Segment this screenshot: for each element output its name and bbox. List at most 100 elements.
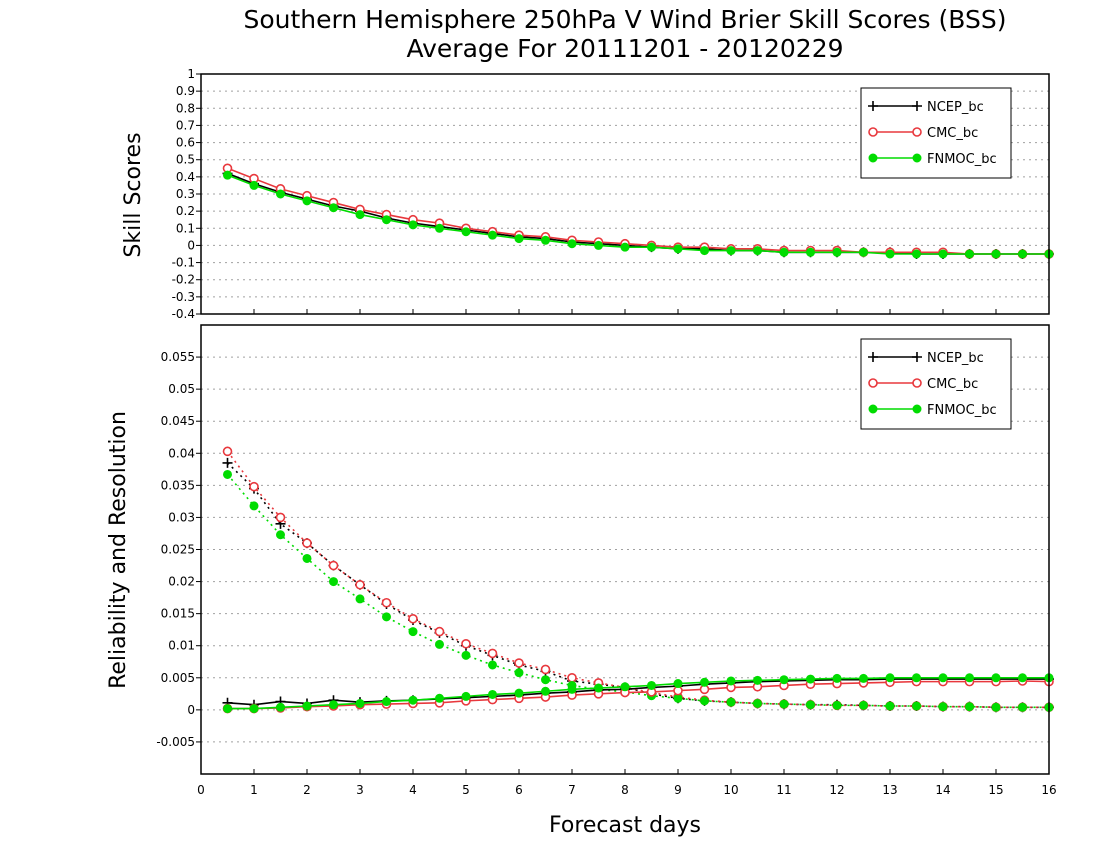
data-point — [276, 702, 285, 712]
chart-title-line-2: Average For 20111201 - 20120229 — [406, 34, 843, 63]
data-point — [832, 700, 842, 710]
data-point — [355, 579, 365, 590]
series-fnmoc-bc-solid — [223, 673, 1054, 714]
plot-frame — [200, 324, 1050, 775]
data-point — [328, 560, 339, 571]
data-point — [434, 626, 445, 637]
data-point — [1018, 673, 1027, 683]
data-point — [461, 691, 471, 701]
data-point — [779, 247, 789, 257]
data-point — [488, 230, 497, 240]
data-point — [329, 577, 338, 587]
x-tick-label: 8 — [621, 783, 629, 797]
legend-marker — [912, 378, 922, 388]
data-point — [938, 249, 948, 259]
legend-marker — [868, 101, 878, 111]
data-point — [938, 702, 948, 712]
y-tick-label: 0.6 — [176, 136, 195, 150]
y-tick-label: 0.5 — [176, 153, 195, 167]
plot-frame — [200, 73, 1050, 315]
y-tick-label: 0.1 — [176, 221, 195, 235]
legend-marker — [868, 404, 878, 414]
data-point — [488, 689, 497, 699]
y-tick-label: 0.7 — [176, 118, 195, 132]
data-point — [382, 215, 391, 225]
data-point — [753, 675, 762, 685]
data-point — [726, 246, 736, 256]
y-tick-label: 0.045 — [161, 414, 195, 428]
x-axis-title: Forecast days — [549, 813, 701, 838]
data-point — [408, 695, 418, 705]
series-cmc-bc-dotted — [222, 446, 1054, 713]
data-point — [620, 242, 630, 252]
x-tick-label: 3 — [356, 783, 364, 797]
x-tick-label: 7 — [568, 783, 576, 797]
data-point — [726, 676, 736, 686]
x-tick-label: 4 — [409, 783, 417, 797]
data-point — [461, 227, 471, 237]
legend-item-ncep-bc: NCEP_bc — [868, 351, 984, 366]
y-tick-label: 0.01 — [168, 639, 195, 653]
legend: NCEP_bc CMC_bc FNMOC_bc — [860, 338, 1012, 430]
x-tick-label: 6 — [515, 783, 523, 797]
data-point — [965, 702, 974, 712]
legend-marker — [912, 153, 922, 163]
data-point — [832, 247, 842, 257]
y-tick-label: -0.4 — [172, 307, 195, 321]
data-point — [435, 223, 444, 233]
x-tick-label: 0 — [197, 783, 205, 797]
legend-item-cmc-bc: CMC_bc — [868, 126, 978, 141]
data-point — [991, 673, 1001, 683]
y-tick-label: 0.05 — [168, 382, 195, 396]
x-tick-label: 1 — [250, 783, 258, 797]
data-point — [249, 501, 259, 511]
data-point — [700, 696, 709, 706]
series-ncep-bc-solid — [222, 168, 1054, 259]
data-point — [487, 648, 498, 659]
data-point — [222, 446, 233, 457]
legend-marker — [868, 127, 878, 137]
data-point — [938, 673, 948, 683]
data-point — [408, 220, 418, 230]
y-axis-title-reliability-resolution: Reliability and Resolution — [106, 411, 131, 689]
data-point — [594, 240, 603, 250]
data-point — [567, 684, 577, 694]
data-point — [514, 688, 524, 698]
data-point — [753, 698, 762, 708]
data-point — [222, 457, 233, 468]
series-line — [227, 174, 1049, 255]
data-point — [276, 530, 285, 540]
y-tick-label: 0.2 — [176, 204, 195, 218]
legend-label: NCEP_bc — [927, 351, 984, 366]
data-point — [302, 538, 312, 548]
data-point — [673, 679, 683, 689]
y-tick-label: 0.005 — [161, 671, 195, 685]
data-point — [514, 668, 524, 678]
data-point — [673, 244, 683, 254]
data-point — [700, 677, 709, 687]
data-point — [461, 650, 471, 660]
legend-marker — [868, 378, 878, 388]
data-point — [1018, 702, 1027, 712]
data-point — [381, 597, 392, 608]
y-tick-label: 0.015 — [161, 607, 195, 621]
data-point — [514, 658, 524, 668]
data-point — [912, 701, 921, 711]
data-point — [382, 612, 391, 622]
data-point — [806, 247, 815, 257]
data-point — [965, 249, 974, 259]
data-point — [1018, 249, 1027, 259]
data-point — [488, 660, 497, 670]
data-point — [355, 594, 365, 604]
data-point — [275, 512, 286, 523]
data-point — [753, 246, 762, 256]
y-tick-label: 0.9 — [176, 84, 195, 98]
data-point — [647, 680, 656, 690]
data-point — [408, 627, 418, 637]
y-tick-label: 0.4 — [176, 170, 195, 184]
legend-label: FNMOC_bc — [927, 152, 997, 167]
data-point — [329, 203, 338, 213]
data-point — [885, 673, 895, 683]
x-tick-label: 2 — [303, 783, 311, 797]
legend-box — [860, 87, 1012, 179]
